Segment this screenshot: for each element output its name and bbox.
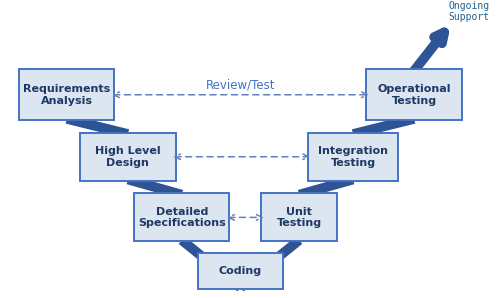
FancyBboxPatch shape bbox=[134, 193, 230, 241]
Text: Operational
Testing: Operational Testing bbox=[377, 84, 451, 105]
Text: Requirements
Analysis: Requirements Analysis bbox=[23, 84, 110, 105]
Text: High Level
Design: High Level Design bbox=[95, 146, 161, 167]
Text: Coding: Coding bbox=[219, 266, 262, 276]
Text: Review/Test: Review/Test bbox=[206, 79, 275, 91]
FancyBboxPatch shape bbox=[308, 133, 398, 181]
FancyBboxPatch shape bbox=[198, 253, 283, 289]
Text: Unit
Testing: Unit Testing bbox=[276, 207, 322, 228]
FancyBboxPatch shape bbox=[366, 69, 462, 120]
Text: Ongoing
Support: Ongoing Support bbox=[449, 1, 490, 22]
FancyBboxPatch shape bbox=[19, 69, 114, 120]
Text: Integration
Testing: Integration Testing bbox=[318, 146, 388, 167]
Text: Detailed
Specifications: Detailed Specifications bbox=[138, 207, 226, 228]
FancyBboxPatch shape bbox=[80, 133, 176, 181]
FancyBboxPatch shape bbox=[261, 193, 337, 241]
